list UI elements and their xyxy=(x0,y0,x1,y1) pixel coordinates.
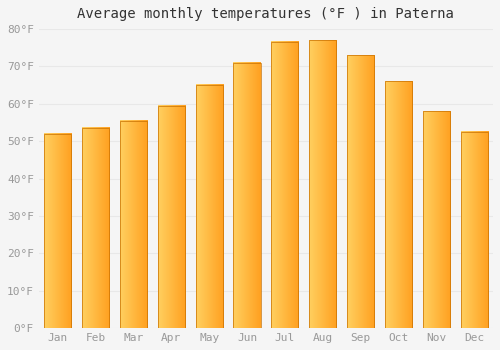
Bar xyxy=(347,55,374,328)
Bar xyxy=(422,111,450,328)
Bar xyxy=(234,63,260,328)
Title: Average monthly temperatures (°F ) in Paterna: Average monthly temperatures (°F ) in Pa… xyxy=(78,7,454,21)
Bar xyxy=(460,132,488,328)
Bar xyxy=(120,121,147,328)
Bar xyxy=(44,134,72,328)
Bar xyxy=(385,82,412,328)
Bar xyxy=(309,40,336,328)
Bar xyxy=(158,106,185,328)
Bar xyxy=(196,85,223,328)
Bar xyxy=(82,128,109,328)
Bar xyxy=(271,42,298,328)
